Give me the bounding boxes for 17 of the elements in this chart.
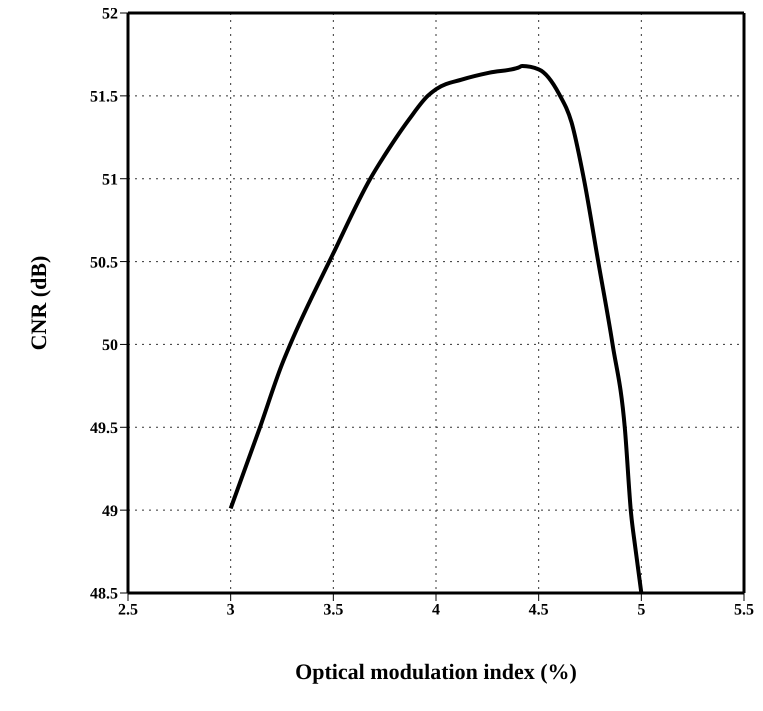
y-tick-label: 49: [102, 502, 118, 520]
x-tick-label: 5: [637, 601, 646, 618]
y-tick-label: 49.5: [90, 420, 118, 437]
y-axis-title: CNR (dB): [26, 256, 51, 350]
x-tick-label: 5.5: [734, 601, 754, 618]
x-tick-label: 3.5: [323, 601, 344, 618]
y-tick-label: 50: [102, 337, 118, 354]
x-axis-title: Optical modulation index (%): [295, 659, 577, 684]
x-tick-label: 2.5: [118, 601, 138, 618]
x-tick-label: 4: [432, 601, 440, 618]
y-tick-label: 52: [102, 6, 118, 23]
y-tick-label: 50.5: [90, 254, 118, 272]
y-tick-label: 51.5: [90, 88, 118, 106]
x-tick-label: 4.5: [528, 601, 549, 618]
y-tick-label: 48.5: [90, 586, 118, 603]
y-tick-label: 51: [102, 171, 118, 188]
x-tick-label: 3: [226, 601, 235, 618]
